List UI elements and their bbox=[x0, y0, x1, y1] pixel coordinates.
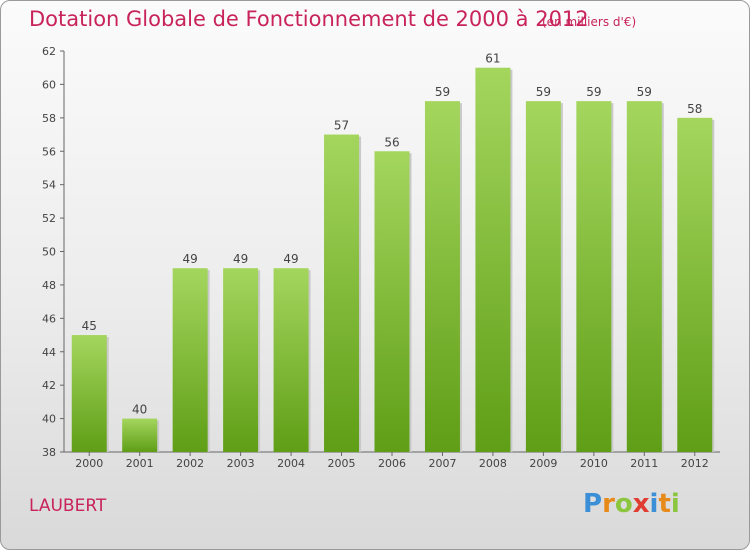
y-tick-label: 42 bbox=[42, 379, 56, 392]
bar-value-label: 49 bbox=[233, 252, 248, 266]
logo-letter: x bbox=[632, 489, 650, 519]
bar-value-label: 59 bbox=[637, 85, 652, 99]
bar-value-label: 57 bbox=[334, 119, 349, 133]
bar bbox=[172, 268, 208, 452]
logo-letter: P bbox=[583, 489, 603, 519]
bar-value-label: 40 bbox=[132, 403, 147, 417]
x-tick-label: 2012 bbox=[681, 457, 709, 470]
proxiti-logo: Proxiti bbox=[583, 489, 680, 519]
y-tick-label: 62 bbox=[42, 45, 56, 58]
commune-name: LAUBERT bbox=[29, 496, 107, 516]
y-tick-label: 44 bbox=[42, 346, 56, 359]
x-tick-label: 2000 bbox=[75, 457, 103, 470]
y-tick-label: 52 bbox=[42, 212, 56, 225]
bar bbox=[424, 101, 460, 452]
chart-unit: (en milliers d'€) bbox=[542, 15, 637, 29]
bar bbox=[525, 101, 561, 452]
x-tick-label: 2006 bbox=[378, 457, 406, 470]
x-tick-label: 2002 bbox=[176, 457, 204, 470]
chart-title: Dotation Globale de Fonctionnement de 20… bbox=[29, 7, 589, 31]
x-tick-label: 2008 bbox=[479, 457, 507, 470]
bar-value-label: 59 bbox=[435, 85, 450, 99]
y-tick-label: 38 bbox=[42, 446, 56, 459]
logo-letter: r bbox=[602, 489, 615, 519]
bar bbox=[576, 101, 612, 452]
y-tick-label: 48 bbox=[42, 279, 56, 292]
bar bbox=[324, 134, 360, 452]
bar-value-label: 59 bbox=[536, 85, 551, 99]
bar bbox=[626, 101, 662, 452]
x-tick-label: 2007 bbox=[428, 457, 456, 470]
x-tick-label: 2010 bbox=[580, 457, 608, 470]
bar-value-label: 61 bbox=[485, 52, 500, 66]
logo-letter: o bbox=[614, 489, 633, 519]
y-tick-label: 40 bbox=[42, 413, 56, 426]
x-tick-label: 2001 bbox=[126, 457, 154, 470]
bar bbox=[475, 67, 511, 452]
y-tick-label: 54 bbox=[42, 179, 56, 192]
x-tick-label: 2004 bbox=[277, 457, 305, 470]
bar-value-label: 59 bbox=[586, 85, 601, 99]
x-tick-label: 2009 bbox=[529, 457, 557, 470]
bar bbox=[273, 268, 309, 452]
logo-letter: t bbox=[658, 489, 671, 519]
y-tick-label: 58 bbox=[42, 112, 56, 125]
x-tick-label: 2005 bbox=[328, 457, 356, 470]
logo-letter: i bbox=[649, 489, 659, 519]
y-tick-label: 50 bbox=[42, 246, 56, 259]
bar-value-label: 49 bbox=[283, 252, 298, 266]
bar bbox=[71, 335, 107, 452]
bar bbox=[223, 268, 259, 452]
y-tick-label: 56 bbox=[42, 145, 56, 158]
y-tick-label: 60 bbox=[42, 78, 56, 91]
bar bbox=[122, 418, 158, 452]
bar bbox=[374, 151, 410, 452]
bar bbox=[677, 117, 713, 452]
bar-value-label: 49 bbox=[183, 252, 198, 266]
bar-value-label: 45 bbox=[82, 319, 97, 333]
x-tick-label: 2003 bbox=[227, 457, 255, 470]
x-tick-label: 2011 bbox=[630, 457, 658, 470]
bar-value-label: 56 bbox=[384, 135, 399, 149]
logo-letter: i bbox=[670, 489, 680, 519]
y-tick-label: 46 bbox=[42, 312, 56, 325]
bar-value-label: 58 bbox=[687, 102, 702, 116]
